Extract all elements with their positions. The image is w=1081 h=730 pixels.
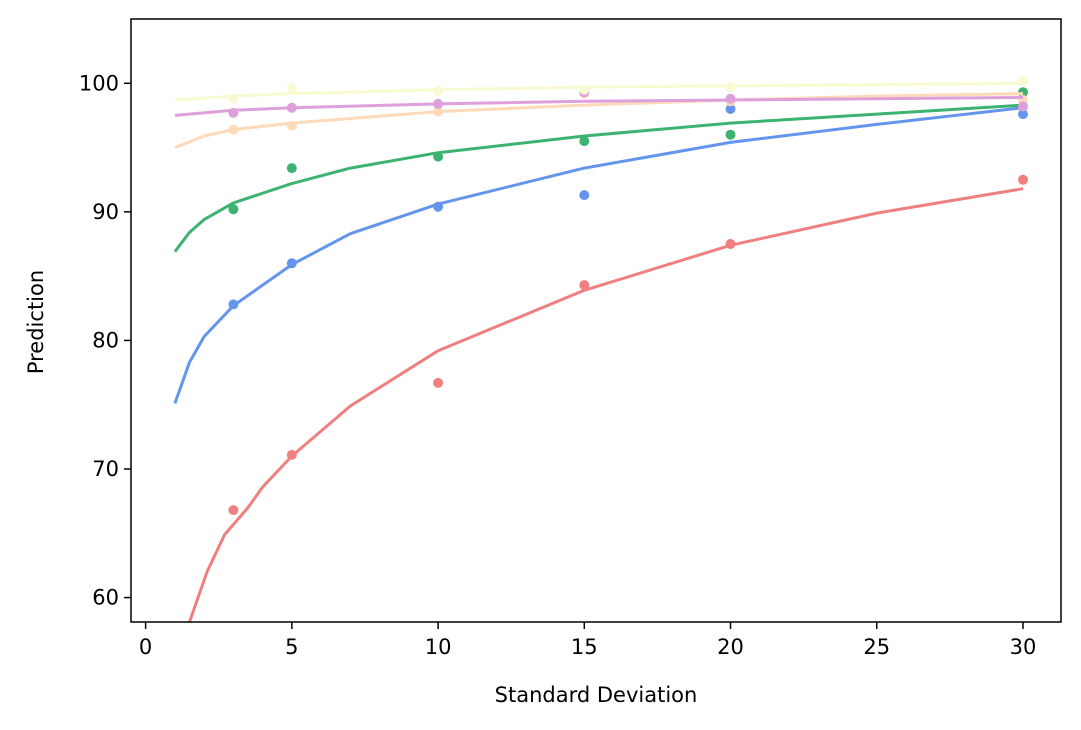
series-line — [188, 187, 1024, 622]
data-point — [433, 106, 444, 117]
data-point — [579, 280, 590, 291]
data-point — [725, 104, 736, 114]
y-tick-label: 80 — [92, 328, 119, 352]
data-point — [1018, 101, 1028, 112]
data-point — [725, 239, 736, 249]
series-line — [173, 106, 1024, 404]
data-point — [433, 151, 444, 162]
data-point — [725, 82, 736, 93]
series-line — [174, 81, 1024, 102]
data-point — [286, 449, 297, 460]
data-point — [579, 136, 590, 147]
x-tick-label: 10 — [425, 635, 452, 659]
data-point — [579, 190, 590, 201]
y-axis-label: Prediction — [24, 270, 48, 374]
data-point — [228, 299, 239, 310]
series-line — [173, 103, 1024, 253]
data-point — [228, 204, 239, 215]
x-tick-label: 0 — [139, 635, 152, 659]
data-point — [1018, 174, 1028, 185]
series-3 — [173, 87, 1028, 253]
series-6 — [174, 75, 1028, 104]
y-tick-label: 60 — [92, 586, 119, 610]
data-point — [433, 377, 444, 388]
data-point — [433, 201, 444, 212]
x-tick-label: 20 — [717, 635, 744, 659]
y-tick-label: 90 — [92, 200, 119, 224]
data-point — [286, 83, 297, 94]
series-2 — [173, 104, 1028, 404]
data-point — [725, 93, 736, 104]
y-axis: 60 70 80 90 100 — [79, 71, 131, 610]
data-point — [286, 120, 297, 131]
data-point — [228, 124, 239, 135]
data-point — [1018, 75, 1028, 86]
data-point — [433, 86, 444, 96]
data-point — [1018, 109, 1028, 120]
y-tick-label: 100 — [79, 71, 119, 95]
x-tick-label: 5 — [285, 635, 298, 659]
data-point — [433, 98, 444, 109]
x-tick-label: 25 — [863, 635, 890, 659]
plot-frame — [130, 18, 1062, 623]
series-line — [174, 95, 1024, 117]
data-point — [228, 505, 239, 516]
x-tick-label: 30 — [1010, 635, 1037, 659]
data-point — [286, 102, 297, 113]
data-point — [228, 107, 239, 118]
x-tick-label: 15 — [571, 635, 598, 659]
data-point — [725, 129, 736, 140]
data-point — [228, 93, 239, 104]
series-layer — [173, 75, 1028, 622]
data-point — [579, 84, 590, 95]
x-axis-label: Standard Deviation — [495, 683, 698, 707]
series-1 — [188, 174, 1028, 622]
y-tick-label: 70 — [92, 457, 119, 481]
data-point — [286, 163, 297, 174]
series-5 — [174, 87, 1028, 118]
data-point — [286, 258, 297, 269]
x-axis: 0 5 10 15 20 25 30 — [139, 622, 1036, 659]
